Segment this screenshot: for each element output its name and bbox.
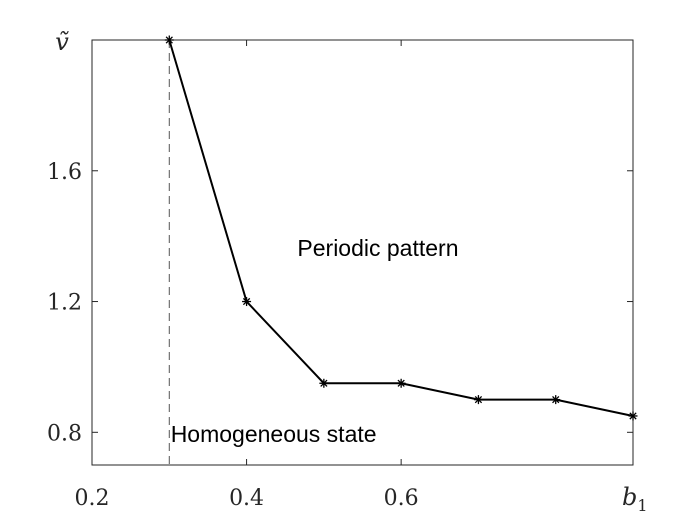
y-tick-label: 1.2 xyxy=(47,291,82,316)
marker-stroke xyxy=(629,412,637,420)
x-tick-label: 0.6 xyxy=(384,486,419,511)
x-tick-label: 0.2 xyxy=(75,486,110,511)
data-point xyxy=(242,297,252,307)
y-tick-label: 0.8 xyxy=(47,421,82,446)
plot-area xyxy=(91,39,634,466)
data-point xyxy=(551,395,561,405)
y-tick-label: 1.6 xyxy=(47,160,82,185)
y-axis-label: ṽ xyxy=(55,28,69,56)
annotation-label: Homogeneous state xyxy=(171,421,377,447)
data-point xyxy=(319,378,329,388)
marker-stroke xyxy=(397,379,405,387)
marker-stroke xyxy=(165,36,173,44)
tick-label-group: 0.2 0.4 0.6 0.8 1.2 1.6 xyxy=(47,160,419,511)
marker-stroke xyxy=(552,395,560,404)
marker-stroke xyxy=(474,395,483,404)
annotation-label: Periodic pattern xyxy=(297,235,458,261)
data-point xyxy=(164,35,174,45)
x-tick-label: 0.4 xyxy=(229,486,264,511)
data-point xyxy=(396,378,406,388)
marker-stroke xyxy=(320,379,328,387)
data-point xyxy=(473,395,483,405)
annotation-group: Periodic pattern Homogeneous state xyxy=(171,235,459,447)
tick-group xyxy=(91,39,634,465)
x-axis-label: b1 xyxy=(622,483,648,515)
marker-stroke xyxy=(242,297,251,306)
marker-group xyxy=(164,35,638,421)
x-axis-label-main: b xyxy=(622,483,637,511)
x-axis-label-sub: 1 xyxy=(637,496,647,515)
data-point xyxy=(628,411,638,421)
